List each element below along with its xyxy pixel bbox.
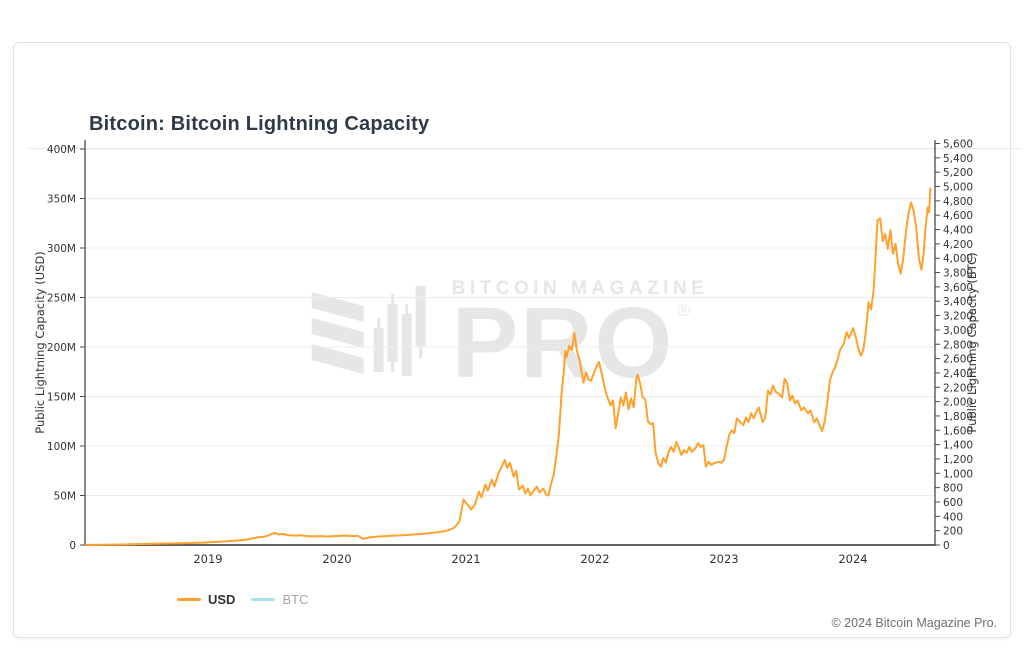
- svg-text:3,800: 3,800: [943, 268, 973, 280]
- svg-text:3,600: 3,600: [943, 282, 973, 294]
- svg-text:2019: 2019: [193, 552, 222, 566]
- y-axis-left-labels: 0 50M 100M 150M 200M 250M 300M 350M 400M: [47, 144, 85, 552]
- svg-text:2,400: 2,400: [943, 368, 973, 380]
- legend-label-usd: USD: [208, 592, 236, 607]
- svg-text:1,200: 1,200: [943, 454, 973, 466]
- y-axis-left-title: Public Lightning Capacity (USD): [33, 251, 47, 434]
- svg-text:2,000: 2,000: [943, 397, 973, 409]
- svg-text:100M: 100M: [47, 441, 76, 453]
- svg-text:2022: 2022: [580, 552, 609, 566]
- svg-text:4,600: 4,600: [943, 210, 973, 222]
- legend-label-btc: BTC: [282, 592, 309, 607]
- svg-text:3,400: 3,400: [943, 296, 973, 308]
- axes: [84, 140, 936, 546]
- svg-text:2,600: 2,600: [943, 354, 973, 366]
- svg-text:2,200: 2,200: [943, 382, 973, 394]
- chart-title: Bitcoin: Bitcoin Lightning Capacity: [89, 113, 430, 135]
- svg-text:5,600: 5,600: [943, 139, 973, 151]
- svg-text:1,400: 1,400: [943, 440, 973, 452]
- svg-text:5,200: 5,200: [943, 167, 973, 179]
- svg-text:4,800: 4,800: [943, 196, 973, 208]
- svg-text:2023: 2023: [709, 552, 738, 566]
- svg-text:4,400: 4,400: [943, 225, 973, 237]
- svg-text:4,000: 4,000: [943, 253, 973, 265]
- svg-text:2020: 2020: [322, 552, 351, 566]
- svg-text:0: 0: [69, 540, 76, 552]
- x-axis-labels: 2019 2020 2021 2022 2023 2024: [193, 552, 867, 566]
- svg-text:400: 400: [943, 511, 963, 523]
- svg-text:300M: 300M: [47, 243, 76, 255]
- series-lines: [84, 187, 932, 546]
- svg-text:200M: 200M: [47, 342, 76, 354]
- legend-item-usd[interactable]: USD: [177, 592, 235, 607]
- svg-text:2024: 2024: [838, 552, 867, 566]
- svg-text:1,000: 1,000: [943, 468, 973, 480]
- y-axis-right-labels: 0 200 400 600 800 1,000 1,200 1,400 1,600 1,800 2,…: [935, 139, 973, 552]
- svg-text:5,400: 5,400: [943, 153, 973, 165]
- svg-text:3,200: 3,200: [943, 311, 973, 323]
- svg-text:50M: 50M: [54, 491, 76, 503]
- copyright-text: © 2024 Bitcoin Magazine Pro.: [831, 616, 997, 630]
- gridlines: [85, 148, 935, 496]
- svg-text:250M: 250M: [47, 293, 76, 305]
- svg-text:0: 0: [943, 540, 950, 552]
- svg-text:2021: 2021: [451, 552, 480, 566]
- svg-text:1,600: 1,600: [943, 425, 973, 437]
- chart-legend: USD BTC: [177, 592, 308, 607]
- svg-text:3,000: 3,000: [943, 325, 973, 337]
- svg-text:2,800: 2,800: [943, 339, 973, 351]
- svg-text:150M: 150M: [47, 392, 76, 404]
- usd-series-line: [84, 187, 932, 546]
- svg-text:4,200: 4,200: [943, 239, 973, 251]
- usd-series-swatch: [177, 598, 201, 601]
- legend-item-btc[interactable]: BTC: [251, 592, 308, 607]
- btc-series-swatch: [251, 598, 276, 601]
- svg-text:600: 600: [943, 497, 963, 509]
- y-axis-right-title: Public Lightning Capacity (BTC): [965, 252, 979, 432]
- svg-text:400M: 400M: [47, 144, 76, 156]
- svg-text:800: 800: [943, 483, 963, 495]
- svg-text:5,000: 5,000: [943, 182, 973, 194]
- svg-text:350M: 350M: [47, 194, 76, 206]
- svg-text:1,800: 1,800: [943, 411, 973, 423]
- svg-text:200: 200: [943, 526, 963, 538]
